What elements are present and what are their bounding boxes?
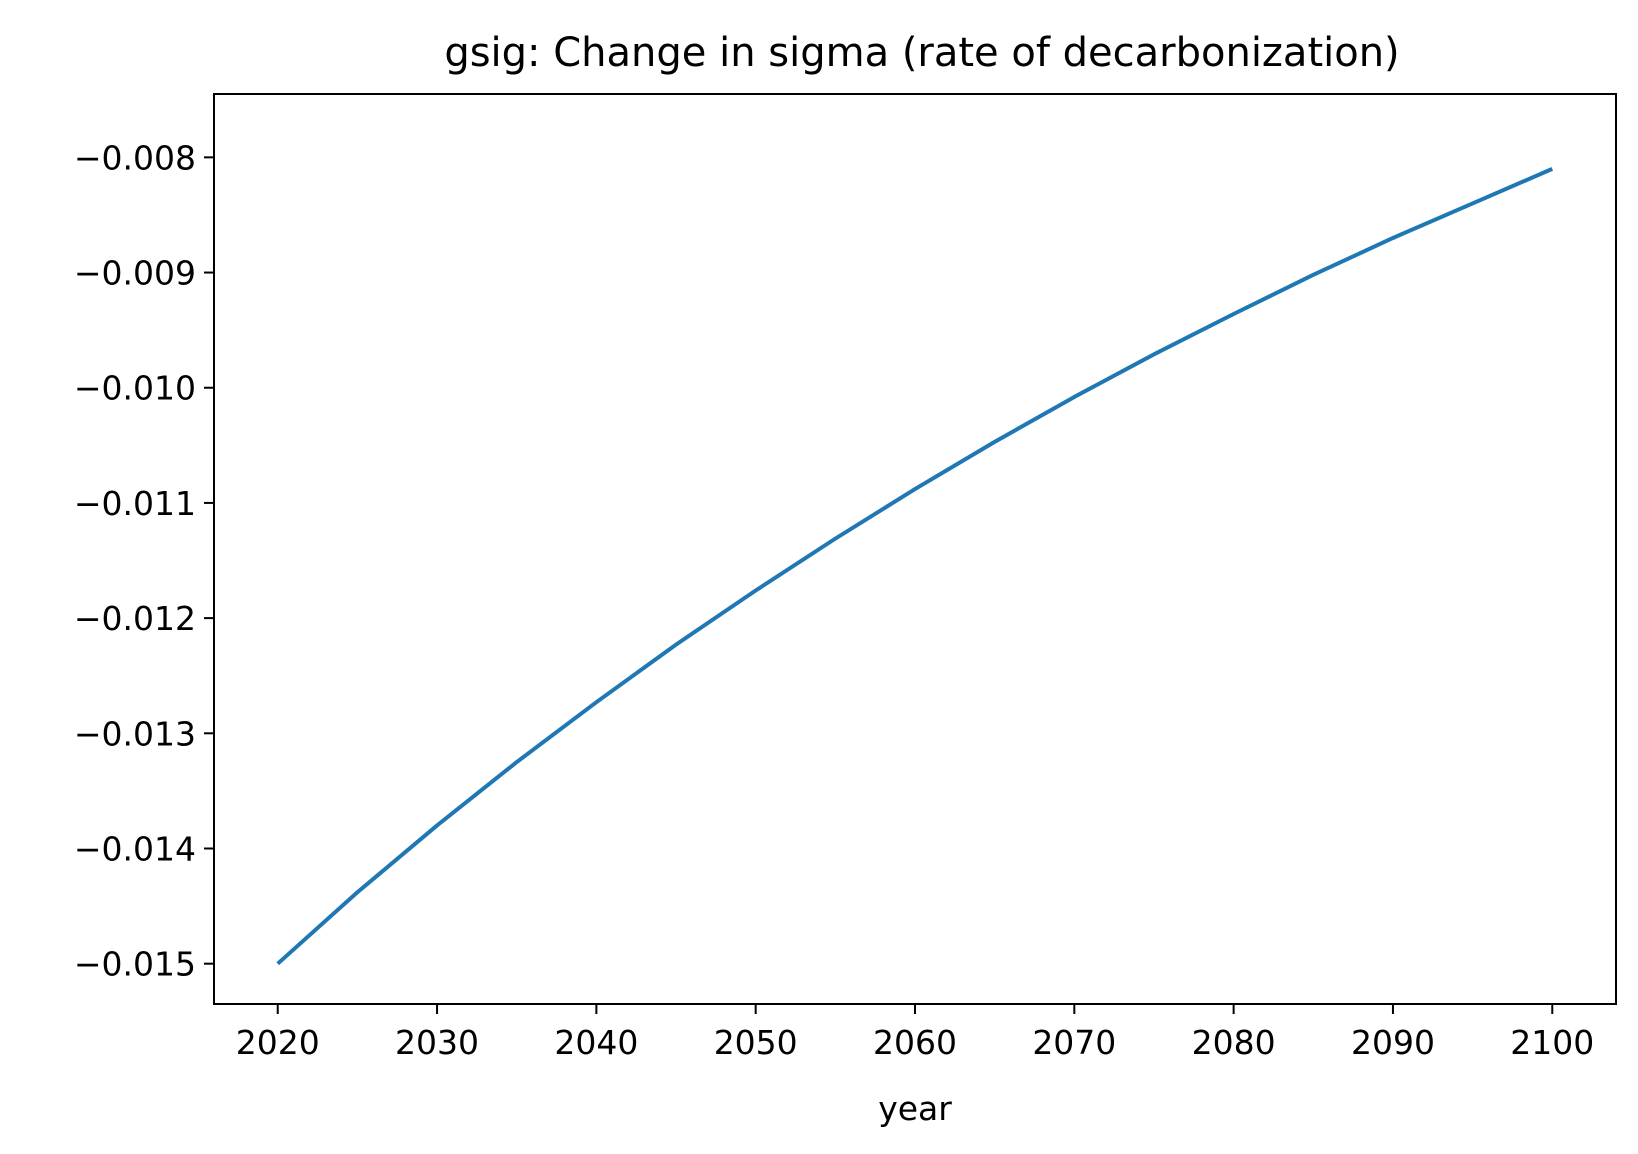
y-tick-label: −0.014 bbox=[74, 829, 196, 868]
x-tick-label: 2070 bbox=[1032, 1023, 1116, 1062]
chart-title: gsig: Change in sigma (rate of decarboni… bbox=[444, 30, 1399, 76]
x-tick-label: 2100 bbox=[1510, 1023, 1594, 1062]
y-axis-ticks: −0.015 −0.014 −0.013 −0.012 −0.011 −0.010 −0.0… bbox=[74, 138, 214, 984]
x-tick-label: 2040 bbox=[554, 1023, 638, 1062]
y-tick-label: −0.008 bbox=[74, 138, 196, 177]
y-tick-label: −0.012 bbox=[74, 599, 196, 638]
y-tick-label: −0.015 bbox=[74, 945, 196, 984]
x-tick-label: 2020 bbox=[236, 1023, 320, 1062]
x-tick-label: 2080 bbox=[1192, 1023, 1276, 1062]
x-tick-label: 2050 bbox=[714, 1023, 798, 1062]
plot-area-frame bbox=[213, 93, 1617, 1005]
series-line-0 bbox=[276, 167, 1554, 966]
x-axis-ticks: 2020 2030 2040 2050 2060 2070 2080 2090 2100 bbox=[236, 1004, 1594, 1062]
y-tick-label: −0.011 bbox=[74, 484, 196, 523]
x-tick-label: 2090 bbox=[1351, 1023, 1435, 1062]
x-tick-label: 2060 bbox=[873, 1023, 957, 1062]
y-tick-label: −0.009 bbox=[74, 254, 196, 293]
series-layer bbox=[276, 167, 1554, 966]
y-tick-label: −0.013 bbox=[74, 714, 196, 753]
y-tick-label: −0.010 bbox=[74, 369, 196, 408]
x-axis-label: year bbox=[878, 1089, 952, 1128]
x-tick-label: 2030 bbox=[395, 1023, 479, 1062]
